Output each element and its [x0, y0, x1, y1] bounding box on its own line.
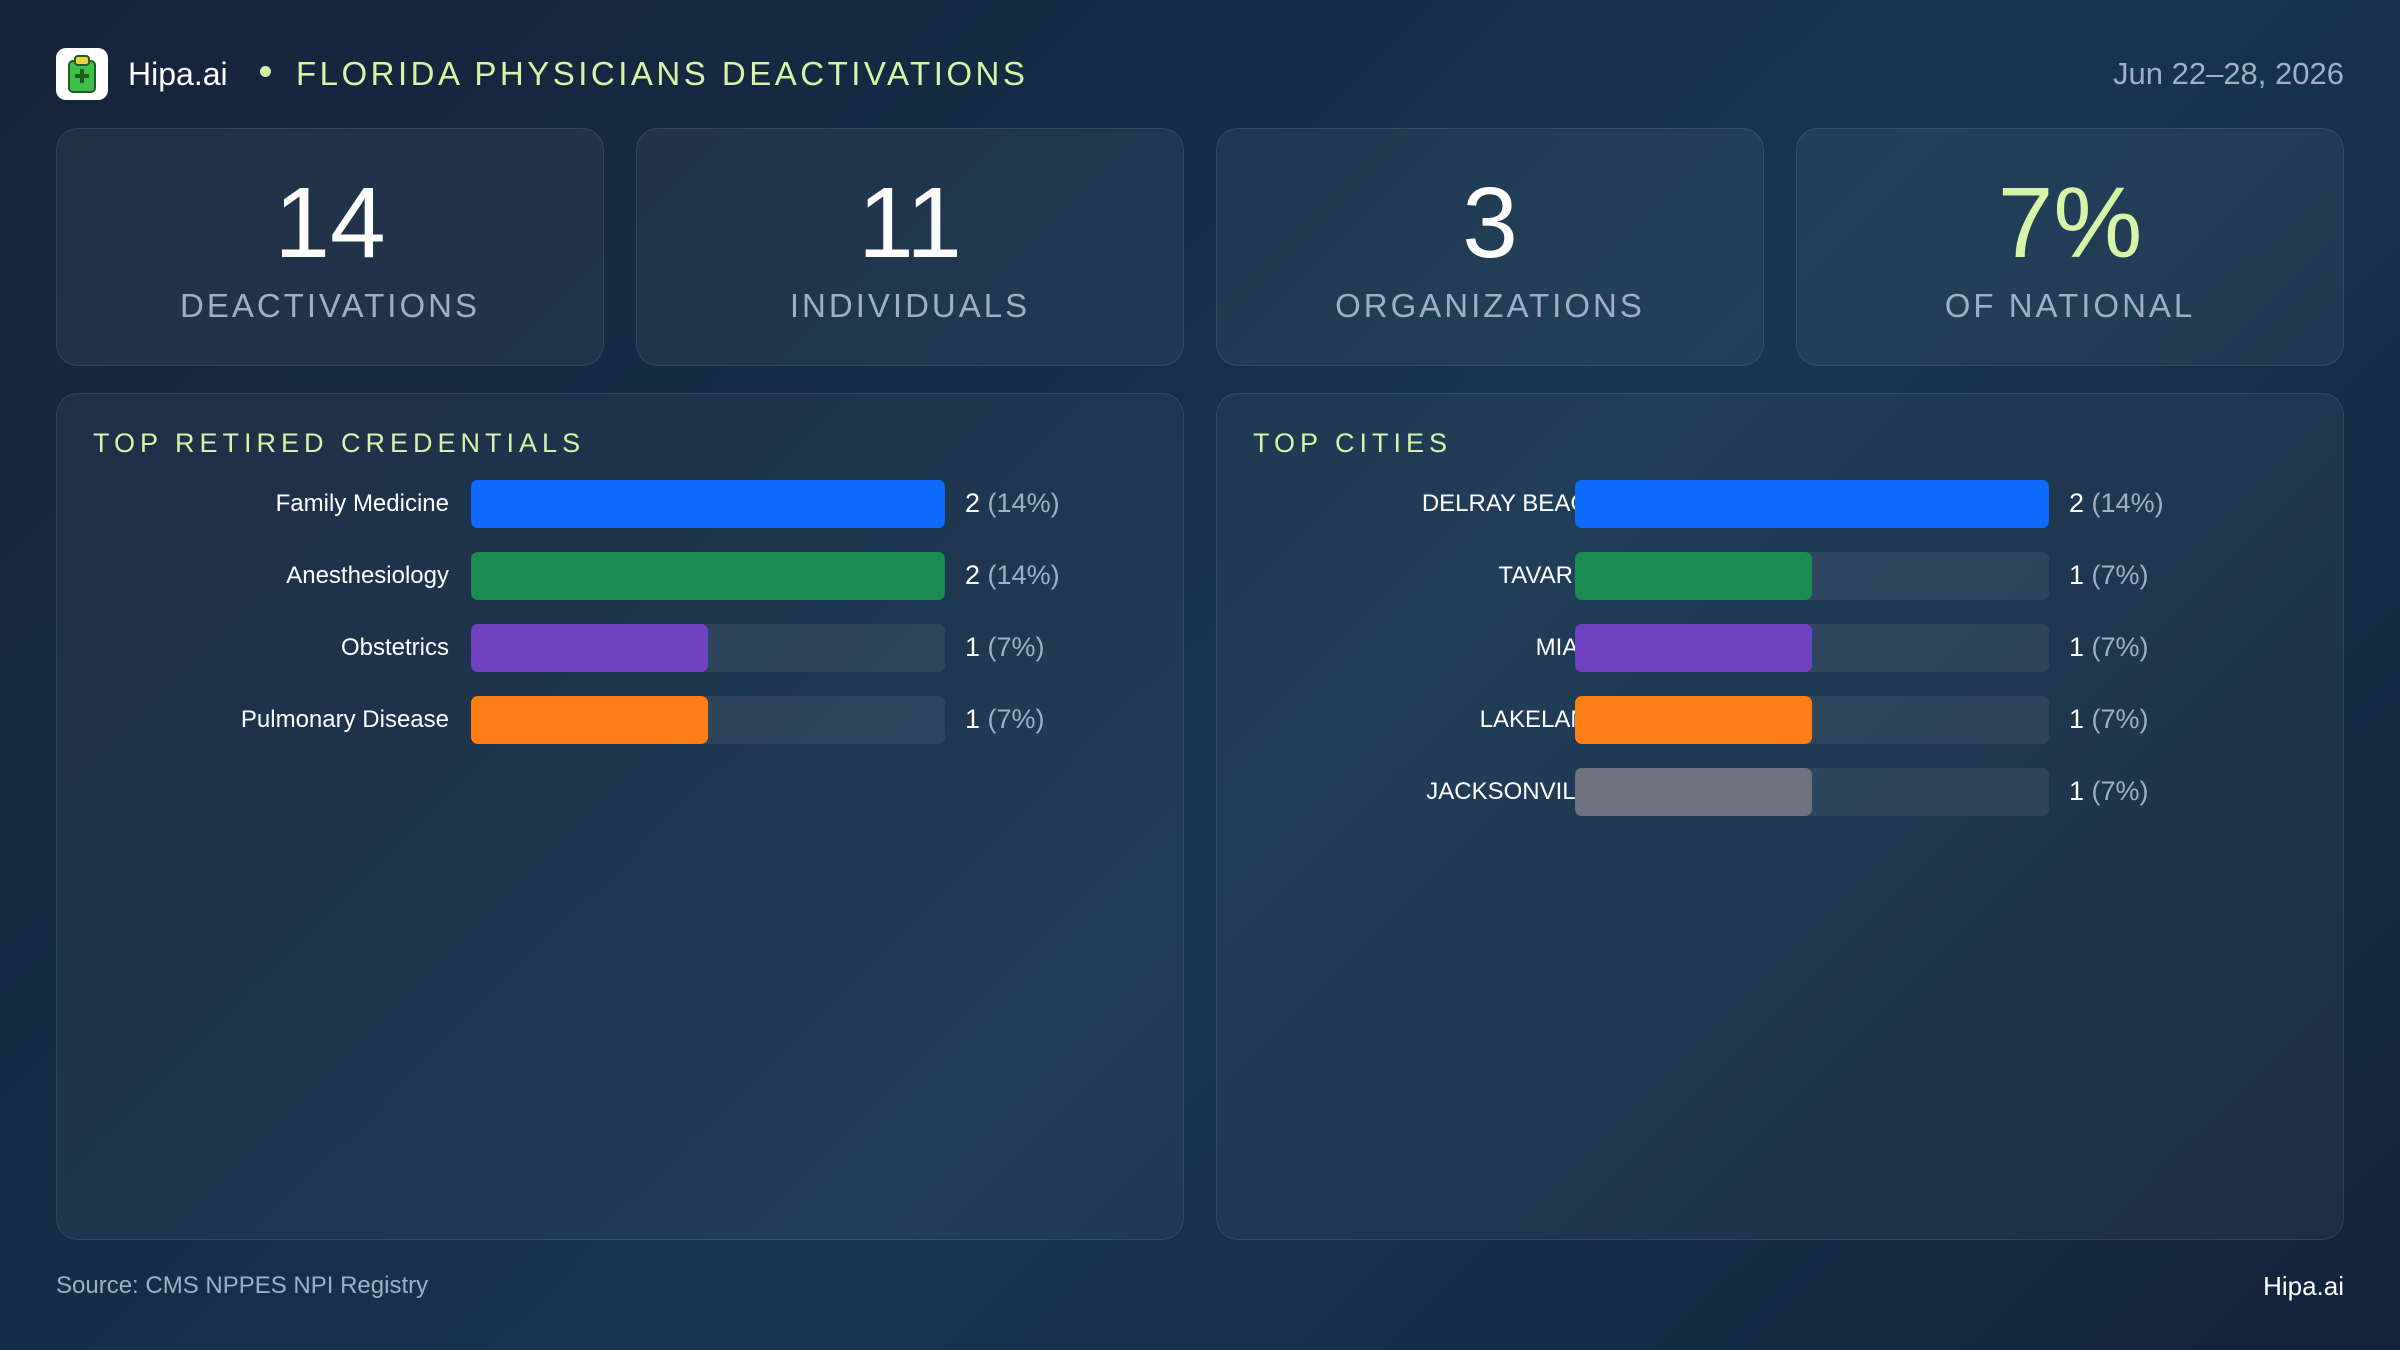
bar-value-label: 2 (14%)	[965, 560, 1060, 591]
date-range: Jun 22–28, 2026	[2113, 56, 2344, 91]
bar-percent: (7%)	[2091, 632, 2149, 662]
bar-percent: (7%)	[987, 632, 1045, 662]
bar-row: JACKSONVILLE 1 (7%)	[1217, 768, 2343, 816]
bar-percent: (14%)	[987, 488, 1060, 518]
kpi-label: OF NATIONAL	[1944, 287, 2196, 324]
bar	[1575, 624, 1812, 672]
bar-track	[1575, 624, 2049, 672]
bar-percent: (14%)	[2091, 488, 2164, 518]
bar-value-label: 1 (7%)	[2069, 632, 2149, 663]
kpi-label: ORGANIZATIONS	[1335, 287, 1645, 324]
bar-row: MIAMI 1 (7%)	[1217, 624, 2343, 672]
bar-count: 1	[2069, 560, 2085, 590]
bar-category-label: Pulmonary Disease	[240, 706, 449, 733]
footer-brand: Hipa.ai	[2263, 1271, 2344, 1301]
kpi-card-deactivations: 14 DEACTIVATIONS	[56, 128, 604, 366]
bar-value-label: 1 (7%)	[965, 704, 1045, 735]
credentials-chart-panel: TOP RETIRED CREDENTIALS Family Medicine 2…	[56, 393, 1184, 1240]
page-title: FLORIDA PHYSICIANS DEACTIVATIONS	[296, 55, 1029, 92]
bar-row: LAKELAND 1 (7%)	[1217, 696, 2343, 744]
bar-value-label: 1 (7%)	[965, 632, 1045, 663]
bar	[1575, 768, 1812, 816]
bar-value-label: 2 (14%)	[965, 488, 1060, 519]
bar-track	[1575, 552, 2049, 600]
bar-category-label: Obstetrics	[340, 634, 449, 661]
bar-count: 2	[2069, 488, 2085, 518]
bar-value-label: 1 (7%)	[2069, 704, 2149, 735]
bar-row: Anesthesiology 2 (14%)	[57, 552, 1183, 600]
bar	[1575, 696, 1812, 744]
bar-count: 1	[965, 632, 981, 662]
bar	[471, 552, 945, 600]
kpi-card-individuals: 11 INDIVIDUALS	[636, 128, 1184, 366]
kpi-card-organizations: 3 ORGANIZATIONS	[1216, 128, 1764, 366]
bar-track	[471, 624, 945, 672]
kpi-value: 3	[1462, 167, 1518, 279]
bar-track	[1575, 768, 2049, 816]
bar-percent: (7%)	[2091, 776, 2149, 806]
source-note: Source: CMS NPPES NPI Registry	[56, 1272, 429, 1299]
bar-row: Obstetrics 1 (7%)	[57, 624, 1183, 672]
bar-value-label: 1 (7%)	[2069, 560, 2149, 591]
brand-name: Hipa.ai	[128, 56, 228, 92]
bar-percent: (7%)	[2091, 560, 2149, 590]
kpi-value: 11	[858, 167, 962, 279]
bar-count: 2	[965, 488, 981, 518]
bar-count: 1	[2069, 704, 2085, 734]
kpi-label: DEACTIVATIONS	[180, 287, 480, 324]
bar-count: 1	[2069, 776, 2085, 806]
bar	[1575, 552, 1812, 600]
bar-count: 1	[2069, 632, 2085, 662]
bar-count: 1	[965, 704, 981, 734]
bar-track	[471, 696, 945, 744]
separator-dot	[260, 66, 271, 77]
bar-category-label: Anesthesiology	[286, 562, 449, 589]
bar-percent: (14%)	[987, 560, 1060, 590]
bar-value-label: 2 (14%)	[2069, 488, 2164, 519]
cities-chart-panel: TOP CITIES DELRAY BEACH 2 (14%) TAVARES 1 (…	[1216, 393, 2344, 1240]
bar-category-label: DELRAY BEACH	[1421, 490, 1605, 517]
kpi-value: 7%	[1997, 167, 2143, 279]
chart-title: TOP CITIES	[1253, 428, 1453, 458]
bar-row: TAVARES 1 (7%)	[1217, 552, 2343, 600]
bar-count: 2	[965, 560, 981, 590]
header: Hipa.ai FLORIDA PHYSICIANS DEACTIVATIONS…	[56, 46, 2344, 102]
kpi-label: INDIVIDUALS	[789, 287, 1031, 324]
bar	[471, 624, 708, 672]
bar-value-label: 1 (7%)	[2069, 776, 2149, 807]
bar	[1575, 480, 2049, 528]
bar-row: Pulmonary Disease 1 (7%)	[57, 696, 1183, 744]
bar-track	[471, 552, 945, 600]
bar-track	[1575, 696, 2049, 744]
chart-title: TOP RETIRED CREDENTIALS	[93, 428, 586, 458]
bar-track	[471, 480, 945, 528]
bar	[471, 480, 945, 528]
kpi-value: 14	[274, 167, 386, 279]
bar-row: Family Medicine 2 (14%)	[57, 480, 1183, 528]
bar-row: DELRAY BEACH 2 (14%)	[1217, 480, 2343, 528]
clipboard-logo-icon	[56, 48, 108, 100]
bar	[471, 696, 708, 744]
bar-track	[1575, 480, 2049, 528]
bar-category-label: Family Medicine	[275, 490, 449, 517]
bar-percent: (7%)	[987, 704, 1045, 734]
kpi-card-of-national: 7% OF NATIONAL	[1796, 128, 2344, 366]
bar-percent: (7%)	[2091, 704, 2149, 734]
